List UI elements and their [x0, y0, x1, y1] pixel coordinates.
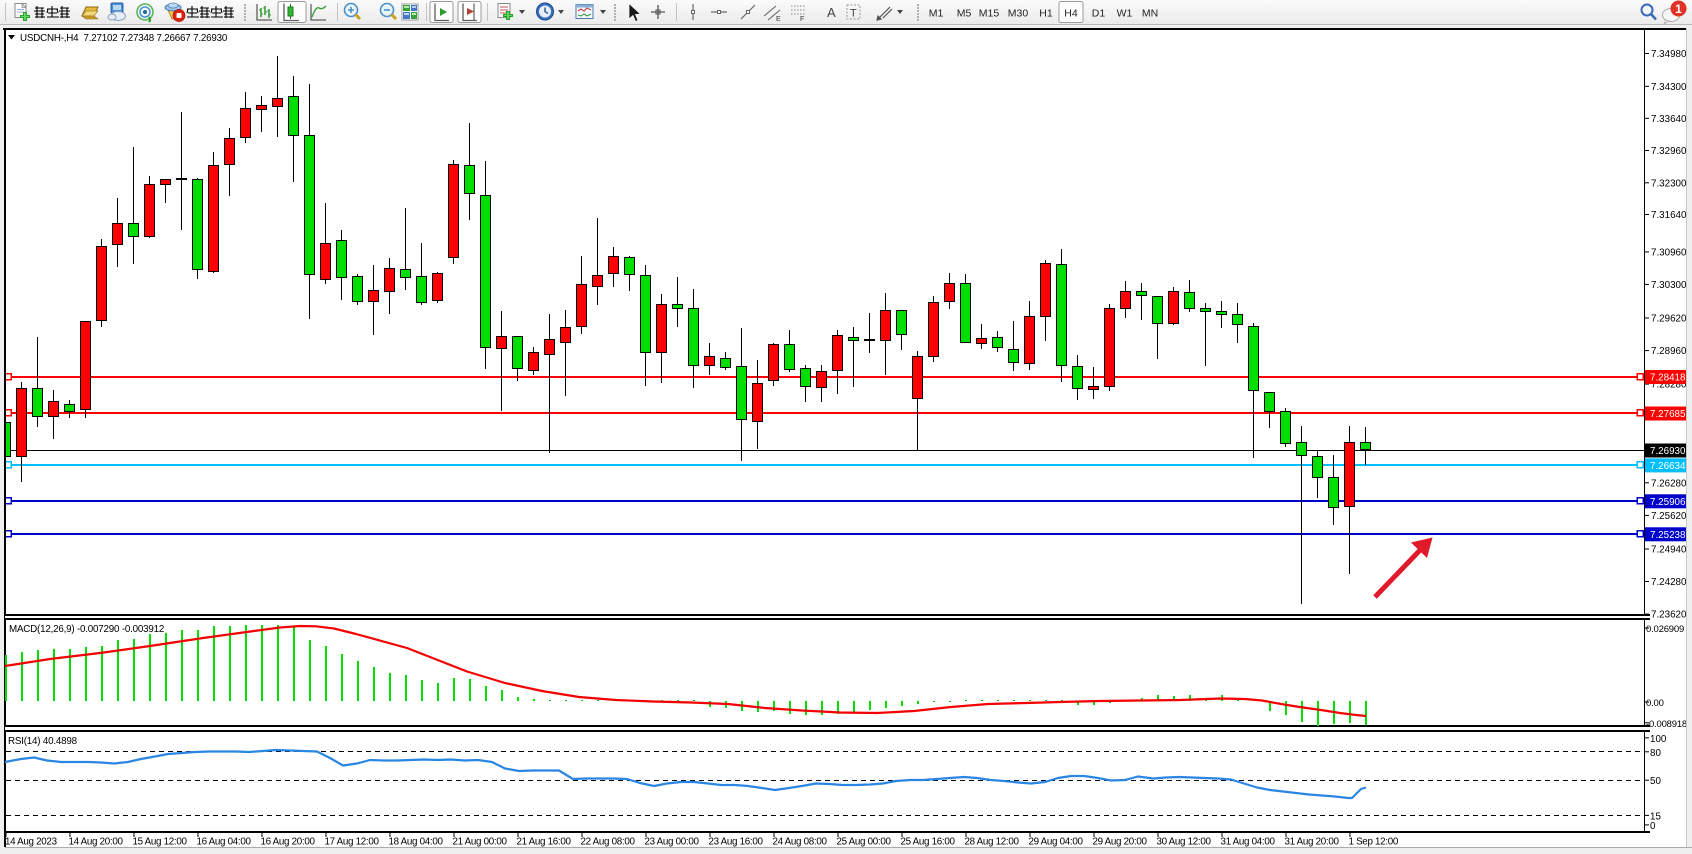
svg-text:E: E [776, 16, 781, 23]
svg-text:7.32300: 7.32300 [1651, 178, 1687, 189]
svg-text:USDCNH-,H4 7.27102 7.27348 7.: USDCNH-,H4 7.27102 7.27348 7.26667 7.269… [20, 33, 228, 44]
svg-text:29 Aug 20:00: 29 Aug 20:00 [1093, 837, 1148, 848]
svg-text:A: A [827, 5, 836, 20]
svg-text:7.24280: 7.24280 [1651, 577, 1687, 588]
svg-text:23 Aug 00:00: 23 Aug 00:00 [645, 837, 700, 848]
svg-text:7.26930: 7.26930 [1650, 446, 1686, 457]
svg-text:7.23620: 7.23620 [1651, 610, 1687, 621]
svg-text:7.28280: 7.28280 [1651, 380, 1687, 391]
svg-text:7.30300: 7.30300 [1651, 280, 1687, 291]
svg-text:7.27685: 7.27685 [1650, 409, 1686, 420]
svg-text:W1: W1 [1117, 8, 1133, 20]
svg-text:7.26634: 7.26634 [1650, 461, 1686, 472]
svg-text:MACD(12,26,9) -0.007290 -0.003: MACD(12,26,9) -0.007290 -0.003912 [9, 624, 164, 635]
svg-text:-0.008918: -0.008918 [1646, 719, 1687, 730]
svg-text:MN: MN [1142, 8, 1158, 20]
svg-text:21 Aug 16:00: 21 Aug 16:00 [517, 837, 572, 848]
svg-text:15: 15 [1650, 811, 1661, 822]
svg-text:17 Aug 12:00: 17 Aug 12:00 [325, 837, 380, 848]
svg-text:100: 100 [1650, 734, 1667, 745]
svg-text:M5: M5 [957, 8, 972, 20]
svg-text:24 Aug 08:00: 24 Aug 08:00 [773, 837, 828, 848]
svg-text:0.026909: 0.026909 [1646, 624, 1684, 635]
svg-text:50: 50 [1650, 776, 1661, 787]
svg-text:25 Aug 00:00: 25 Aug 00:00 [837, 837, 892, 848]
svg-text:28 Aug 12:00: 28 Aug 12:00 [965, 837, 1020, 848]
svg-text:7.31640: 7.31640 [1651, 210, 1687, 221]
svg-text:RSI(14) 40.4898: RSI(14) 40.4898 [8, 736, 78, 747]
svg-text:14 Aug 20:00: 14 Aug 20:00 [69, 837, 124, 848]
svg-text:30 Aug 12:00: 30 Aug 12:00 [1157, 837, 1212, 848]
svg-text:15 Aug 12:00: 15 Aug 12:00 [133, 837, 188, 848]
svg-text:7.25620: 7.25620 [1651, 511, 1687, 522]
svg-text:F: F [800, 16, 804, 23]
svg-text:7.25906: 7.25906 [1650, 497, 1686, 508]
svg-text:D1: D1 [1092, 8, 1106, 20]
svg-text:29 Aug 04:00: 29 Aug 04:00 [1029, 837, 1084, 848]
svg-text:31 Aug 04:00: 31 Aug 04:00 [1221, 837, 1276, 848]
svg-text:0: 0 [1650, 821, 1656, 832]
svg-text:0.00: 0.00 [1646, 698, 1664, 709]
svg-text:M30: M30 [1008, 8, 1029, 20]
svg-text:7.29620: 7.29620 [1651, 314, 1687, 325]
svg-text:21 Aug 00:00: 21 Aug 00:00 [453, 837, 508, 848]
svg-text:H1: H1 [1039, 8, 1053, 20]
svg-text:M1: M1 [929, 8, 944, 20]
svg-text:7.25238: 7.25238 [1650, 530, 1686, 541]
svg-text:80: 80 [1650, 748, 1661, 759]
svg-text:M15: M15 [979, 8, 1000, 20]
svg-text:16 Aug 04:00: 16 Aug 04:00 [197, 837, 252, 848]
svg-text:22 Aug 08:00: 22 Aug 08:00 [581, 837, 636, 848]
svg-text:7.33640: 7.33640 [1651, 114, 1687, 125]
svg-text:7.28960: 7.28960 [1651, 346, 1687, 357]
svg-text:23 Aug 16:00: 23 Aug 16:00 [709, 837, 764, 848]
svg-text:1 Sep 12:00: 1 Sep 12:00 [1349, 837, 1399, 848]
svg-text:7.30960: 7.30960 [1651, 247, 1687, 258]
svg-text:18 Aug 04:00: 18 Aug 04:00 [389, 837, 444, 848]
svg-text:7.34300: 7.34300 [1651, 82, 1687, 93]
svg-text:7.32960: 7.32960 [1651, 146, 1687, 157]
svg-text:T: T [850, 8, 857, 20]
svg-text:16 Aug 20:00: 16 Aug 20:00 [261, 837, 316, 848]
svg-text:31 Aug 20:00: 31 Aug 20:00 [1285, 837, 1340, 848]
svg-text:7.26280: 7.26280 [1651, 478, 1687, 489]
svg-text:1: 1 [1675, 2, 1682, 16]
svg-text:14 Aug 2023: 14 Aug 2023 [5, 837, 58, 848]
svg-text:25 Aug 16:00: 25 Aug 16:00 [901, 837, 956, 848]
svg-text:H4: H4 [1064, 8, 1078, 20]
svg-text:7.24940: 7.24940 [1651, 545, 1687, 556]
svg-text:7.28418: 7.28418 [1650, 373, 1686, 384]
svg-text:7.34980: 7.34980 [1651, 49, 1687, 60]
